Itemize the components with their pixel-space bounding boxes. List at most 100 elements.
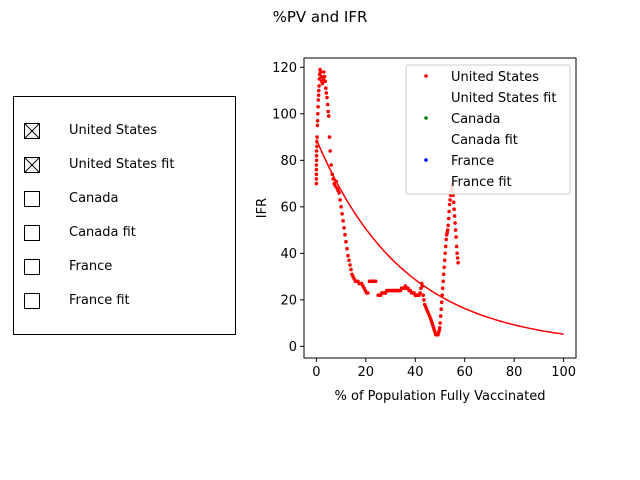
data-point [452,207,456,211]
data-point [343,232,347,237]
y-tick-label: 100 [272,107,297,122]
data-point [454,235,458,239]
x-axis-label: % of Population Fully Vaccinated [335,389,546,404]
x-tick-label: 40 [407,365,424,380]
checkbox-label: Canada fit [69,225,136,240]
data-point [327,135,332,139]
data-point [315,119,320,123]
data-point [342,226,346,230]
data-point [346,253,350,258]
data-point [339,205,343,209]
data-point [418,291,423,295]
data-point [453,221,457,225]
data-point [314,153,319,158]
plot-frame [303,57,577,359]
legend-entry: France fit [451,175,512,190]
data-point [446,216,451,221]
data-point [315,135,319,139]
legend-entry: United States [451,70,539,85]
figure-title: %PV and IFR [272,8,368,26]
data-point [442,258,447,263]
x-tick-label: 20 [358,365,375,380]
series-toggle-panel: United States United States fit Canada C… [13,96,236,335]
x-tick-label: 100 [551,365,576,380]
checkbox-unchecked-icon [24,293,40,309]
data-point [316,98,321,102]
checkbox-canada[interactable]: Canada [14,187,235,211]
data-point [448,198,452,202]
y-axis-label: IFR [255,198,270,218]
legend-marker [424,116,428,120]
data-point [446,223,451,228]
data-point [440,286,445,291]
data-point [447,202,452,207]
checkbox-label: France [69,259,113,274]
data-point [345,246,349,251]
data-point [317,88,321,93]
data-point [340,212,344,216]
checkbox-unchecked-icon [24,191,40,207]
legend-entry: United States fit [451,91,556,106]
legend-marker [424,74,428,78]
data-point [314,163,319,167]
data-point [318,70,323,74]
y-tick-label: 60 [280,200,297,215]
data-point [441,279,446,284]
checkbox-label: United States fit [69,157,175,172]
checkbox-france[interactable]: France [14,255,235,279]
checkbox-label: United States [69,123,158,138]
data-point [325,102,330,107]
data-point [314,149,319,153]
y-tick-label: 40 [280,247,297,262]
data-point [421,293,426,298]
data-point [452,214,457,218]
legend-entry: France [451,154,494,169]
data-point [329,163,334,167]
data-point [441,272,446,277]
checkbox-france-fit[interactable]: France fit [14,289,235,313]
data-point [314,177,319,181]
data-point [443,244,448,249]
checkbox-unchecked-icon [24,225,40,241]
data-point [315,144,319,149]
data-point [445,228,450,232]
legend-marker [424,158,428,162]
data-point [344,239,348,244]
data-point [438,326,442,330]
data-point [439,307,444,312]
checkbox-unchecked-icon [24,259,40,275]
checkbox-canada-fit[interactable]: Canada fit [14,221,235,245]
x-tick-label: 80 [506,365,523,380]
checkbox-label: France fit [69,293,130,308]
data-point [456,260,460,265]
data-point [373,279,378,284]
data-point [422,298,426,302]
data-point [317,84,321,88]
data-point [349,267,353,272]
y-tick-label: 120 [272,61,297,76]
data-point [455,256,460,260]
data-point [338,198,342,202]
data-point [366,291,370,295]
data-point [451,200,456,204]
legend-box [405,64,571,195]
data-point [442,265,447,270]
data-point [341,219,345,223]
data-point [347,258,351,263]
data-point [316,105,320,109]
checkbox-checked-icon [24,157,40,173]
data-point [453,228,458,232]
checkbox-checked-icon [24,123,40,139]
data-point [439,300,444,305]
data-point [322,74,327,79]
data-point [438,314,443,318]
data-point [325,95,329,100]
data-point [438,321,443,325]
data-point [326,109,331,114]
checkbox-united-states[interactable]: United States [14,119,235,143]
data-point [324,86,328,90]
checkbox-united-states-fit[interactable]: United States fit [14,153,235,177]
checkbox-label: Canada [69,191,119,206]
x-tick-label: 0 [312,365,320,380]
